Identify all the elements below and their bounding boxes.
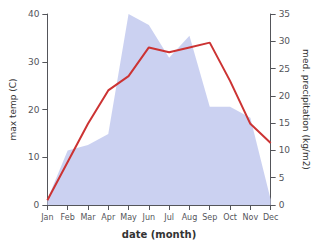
svg-text:10: 10	[279, 145, 291, 155]
svg-text:Dec: Dec	[263, 213, 278, 222]
svg-text:15: 15	[279, 118, 290, 128]
svg-text:Mar: Mar	[80, 213, 96, 222]
svg-text:25: 25	[279, 64, 290, 74]
svg-text:40: 40	[28, 9, 40, 19]
svg-text:5: 5	[279, 173, 285, 183]
svg-text:Sep: Sep	[202, 213, 217, 222]
svg-text:Jun: Jun	[142, 213, 156, 222]
svg-text:Jan: Jan	[40, 213, 53, 222]
svg-text:30: 30	[28, 57, 40, 67]
svg-text:0: 0	[279, 200, 285, 210]
svg-text:Jul: Jul	[163, 213, 174, 222]
svg-text:Nov: Nov	[243, 213, 259, 222]
svg-text:May: May	[120, 213, 137, 222]
svg-text:20: 20	[279, 91, 291, 101]
svg-text:date (month): date (month)	[122, 229, 196, 240]
svg-text:10: 10	[28, 152, 40, 162]
svg-text:30: 30	[279, 36, 291, 46]
svg-text:Oct: Oct	[223, 213, 237, 222]
svg-text:max temp (C): max temp (C)	[8, 78, 18, 140]
svg-text:Aug: Aug	[182, 213, 198, 222]
svg-text:20: 20	[28, 105, 40, 115]
svg-text:Feb: Feb	[61, 213, 75, 222]
svg-text:Apr: Apr	[101, 213, 116, 222]
svg-text:med. precipitation (kg/m2): med. precipitation (kg/m2)	[301, 49, 311, 170]
svg-text:35: 35	[279, 9, 290, 19]
svg-text:0: 0	[34, 200, 40, 210]
